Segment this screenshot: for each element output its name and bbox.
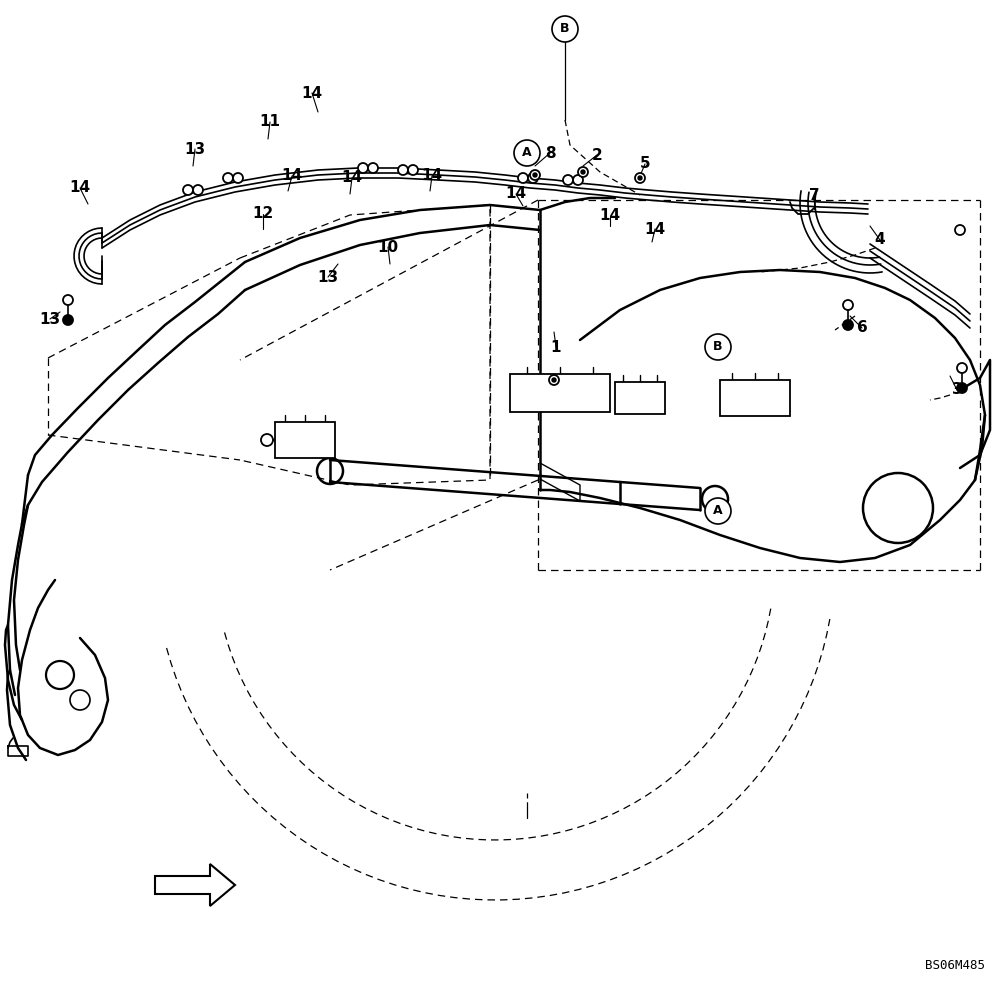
Circle shape [552, 16, 578, 42]
Text: A: A [522, 147, 532, 159]
Circle shape [514, 140, 540, 166]
Text: 5: 5 [640, 156, 650, 171]
Circle shape [533, 173, 537, 177]
Circle shape [398, 165, 408, 175]
Text: 8: 8 [545, 146, 555, 160]
Bar [720, 380, 790, 416]
Circle shape [549, 375, 559, 385]
Circle shape [957, 363, 967, 373]
Circle shape [573, 175, 583, 185]
Text: 14: 14 [341, 170, 363, 186]
Circle shape [518, 173, 528, 183]
Circle shape [408, 165, 418, 175]
Text: 14: 14 [505, 187, 527, 202]
Circle shape [358, 163, 368, 173]
Circle shape [563, 175, 573, 185]
Text: 14: 14 [599, 209, 621, 223]
Text: 1: 1 [551, 339, 561, 354]
Bar [510, 374, 610, 412]
Text: 13: 13 [39, 312, 61, 327]
Text: 10: 10 [377, 239, 399, 255]
Circle shape [581, 170, 585, 174]
Text: 13: 13 [317, 270, 339, 284]
Text: 12: 12 [252, 207, 274, 221]
Circle shape [223, 173, 233, 183]
Text: 3: 3 [952, 383, 962, 398]
Text: 14: 14 [421, 168, 443, 183]
Circle shape [261, 434, 273, 446]
Circle shape [552, 378, 556, 382]
Text: 11: 11 [260, 114, 280, 130]
Circle shape [530, 170, 540, 180]
Circle shape [368, 163, 378, 173]
Circle shape [705, 334, 731, 360]
Circle shape [705, 498, 731, 524]
Text: A: A [713, 505, 723, 518]
Circle shape [63, 315, 73, 325]
Text: 14: 14 [69, 180, 91, 196]
Text: 6: 6 [857, 321, 867, 336]
Text: 14: 14 [301, 86, 323, 100]
Circle shape [957, 383, 967, 393]
Text: 7: 7 [809, 188, 819, 203]
Circle shape [193, 185, 203, 195]
Text: BS06M485: BS06M485 [925, 959, 985, 972]
Text: 14: 14 [281, 168, 303, 183]
Bar [615, 382, 665, 414]
Polygon shape [155, 864, 235, 906]
Circle shape [63, 295, 73, 305]
Text: 13: 13 [184, 142, 206, 156]
Text: 14: 14 [644, 221, 666, 236]
Circle shape [843, 320, 853, 330]
Bar [275, 422, 335, 458]
Text: B: B [560, 23, 570, 35]
Circle shape [638, 176, 642, 180]
Text: 2: 2 [592, 148, 602, 162]
Text: B: B [713, 340, 723, 353]
Circle shape [183, 185, 193, 195]
Circle shape [843, 300, 853, 310]
Circle shape [233, 173, 243, 183]
Circle shape [635, 173, 645, 183]
Circle shape [528, 173, 538, 183]
Circle shape [578, 167, 588, 177]
Text: 4: 4 [875, 232, 885, 248]
Circle shape [955, 225, 965, 235]
